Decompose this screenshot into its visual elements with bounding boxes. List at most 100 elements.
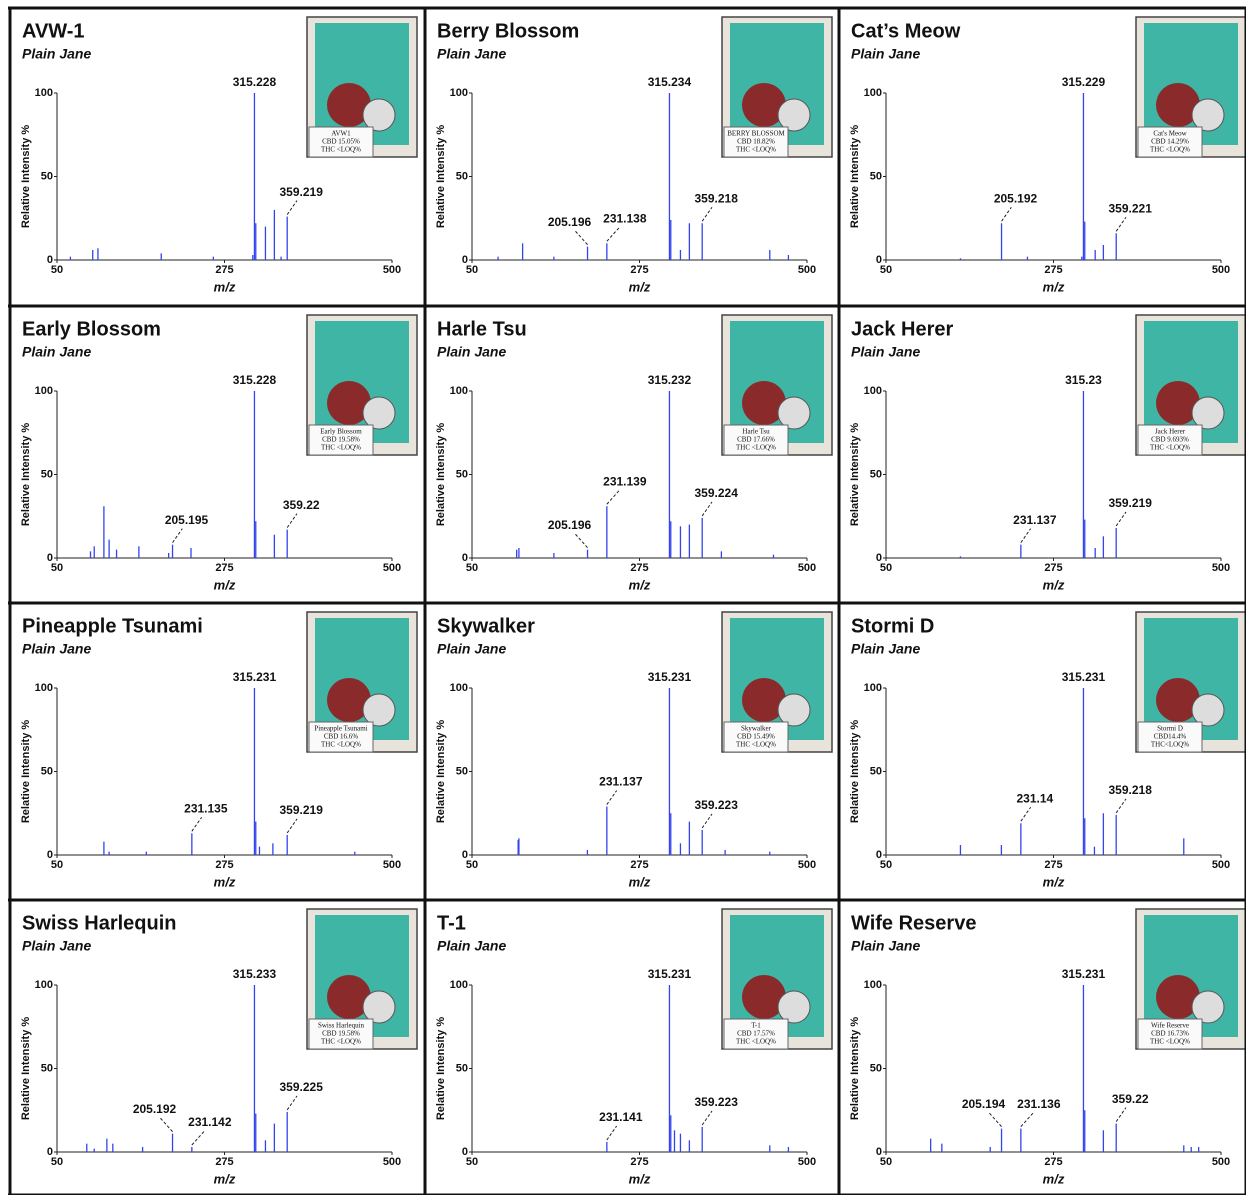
product-label: CBD 17.66% (737, 436, 775, 444)
product-label: Cat's Meow (1153, 130, 1187, 138)
peak-leader (1116, 512, 1126, 526)
peak-leader (287, 514, 297, 528)
peak-label: 205.194 (962, 1097, 1006, 1111)
product-sticker (778, 99, 810, 131)
x-axis-label: m/z (629, 1171, 651, 1186)
x-axis-label: m/z (629, 874, 651, 889)
peak-label: 315.229 (1062, 75, 1106, 89)
peak-label: 231.136 (1017, 1097, 1061, 1111)
peak-label: 359.223 (695, 798, 739, 812)
y-axis-label: Relative Intensity % (849, 125, 861, 229)
x-tick-label: 50 (466, 1156, 478, 1168)
panel-title: Pineapple Tsunami (22, 615, 203, 637)
x-axis-label: m/z (1043, 1171, 1065, 1186)
peak-label: 359.219 (1109, 496, 1153, 510)
y-tick-label: 50 (870, 1062, 882, 1074)
x-tick-label: 500 (798, 562, 816, 574)
product-label: CBD14.4% (1154, 733, 1187, 741)
peak-leader (702, 207, 712, 221)
product-label: THC <LOQ% (321, 741, 361, 749)
peak-label: 359.219 (280, 803, 324, 817)
product-label: CBD 15.49% (737, 733, 775, 741)
product-sticker (1192, 991, 1224, 1023)
product-sticker (778, 694, 810, 726)
product-sticker (1192, 694, 1224, 726)
panel: SkywalkerPlain JaneSkywalkerCBD 15.49%TH… (435, 612, 832, 889)
panel-subtitle: Plain Jane (851, 344, 920, 360)
product-label: CBD 14.29% (1151, 138, 1189, 146)
peak-label: 359.218 (1109, 783, 1153, 797)
peak-label: 315.228 (233, 75, 277, 89)
y-tick-label: 100 (450, 385, 468, 397)
panel-subtitle: Plain Jane (22, 938, 91, 954)
x-tick-label: 500 (383, 859, 401, 871)
x-tick-label: 50 (51, 859, 63, 871)
peak-leader (989, 1113, 1002, 1127)
peak-label: 205.196 (548, 518, 592, 532)
peak-label: 315.234 (648, 75, 692, 89)
peak-leader (702, 814, 712, 828)
y-tick-label: 50 (41, 765, 53, 777)
peak-leader (173, 529, 183, 543)
product-label: BERRY BLOSSOM (727, 130, 785, 138)
panel-title: Wife Reserve (851, 912, 976, 934)
x-tick-label: 500 (1212, 264, 1230, 276)
panel-title: Swiss Harlequin (22, 912, 177, 934)
product-label: THC <LOQ% (736, 146, 776, 154)
peak-leader (1116, 217, 1126, 231)
y-axis-label: Relative Intensity % (435, 125, 447, 229)
y-tick-label: 50 (456, 1062, 468, 1074)
product-label: THC <LOQ% (1150, 444, 1190, 452)
x-tick-label: 50 (880, 264, 892, 276)
panel-title: Cat’s Meow (851, 20, 961, 42)
peak-leader (1002, 207, 1012, 221)
peak-label: 231.137 (1013, 513, 1057, 527)
y-tick-label: 100 (35, 979, 53, 991)
peak-leader (575, 231, 588, 245)
peak-label: 231.135 (184, 801, 228, 815)
product-label: THC <LOQ% (1150, 146, 1190, 154)
peak-label: 231.138 (603, 211, 647, 225)
product-label: T-1 (751, 1022, 761, 1030)
x-tick-label: 50 (880, 1156, 892, 1168)
product-sticker (363, 397, 395, 429)
peak-label: 315.23 (1065, 373, 1102, 387)
product-label: CBD 16.6% (324, 733, 358, 741)
peak-label: 205.192 (994, 191, 1038, 205)
y-tick-label: 100 (35, 682, 53, 694)
x-tick-label: 275 (215, 1156, 233, 1168)
x-axis-label: m/z (1043, 279, 1065, 294)
x-axis-label: m/z (214, 577, 236, 592)
product-label: THC <LOQ% (321, 1038, 361, 1046)
peak-label: 205.192 (133, 1102, 177, 1116)
panel-subtitle: Plain Jane (22, 46, 91, 62)
peak-label: 359.225 (280, 1080, 324, 1094)
y-axis-label: Relative Intensity % (435, 720, 447, 824)
y-tick-label: 100 (864, 979, 882, 991)
peak-label: 315.231 (1062, 967, 1106, 981)
y-tick-label: 50 (41, 468, 53, 480)
x-tick-label: 50 (51, 562, 63, 574)
peak-label: 315.233 (233, 967, 277, 981)
peak-leader (702, 1111, 712, 1125)
y-axis-label: Relative Intensity % (849, 1017, 861, 1121)
product-label: CBD 18.82% (737, 138, 775, 146)
y-tick-label: 50 (456, 468, 468, 480)
peak-leader (287, 1096, 297, 1110)
peak-label: 231.142 (188, 1115, 232, 1129)
product-label: CBD 15.05% (322, 138, 360, 146)
product-label: THC <LOQ% (736, 444, 776, 452)
x-axis-label: m/z (629, 577, 651, 592)
x-tick-label: 275 (630, 264, 648, 276)
peak-label: 231.141 (599, 1110, 643, 1124)
peak-label: 315.231 (1062, 670, 1106, 684)
y-axis-label: Relative Intensity % (20, 720, 32, 824)
y-axis-label: Relative Intensity % (435, 1017, 447, 1121)
peak-leader (1116, 799, 1126, 813)
peak-label: 231.137 (599, 775, 643, 789)
y-tick-label: 50 (41, 1062, 53, 1074)
panel-title: Skywalker (437, 615, 535, 637)
